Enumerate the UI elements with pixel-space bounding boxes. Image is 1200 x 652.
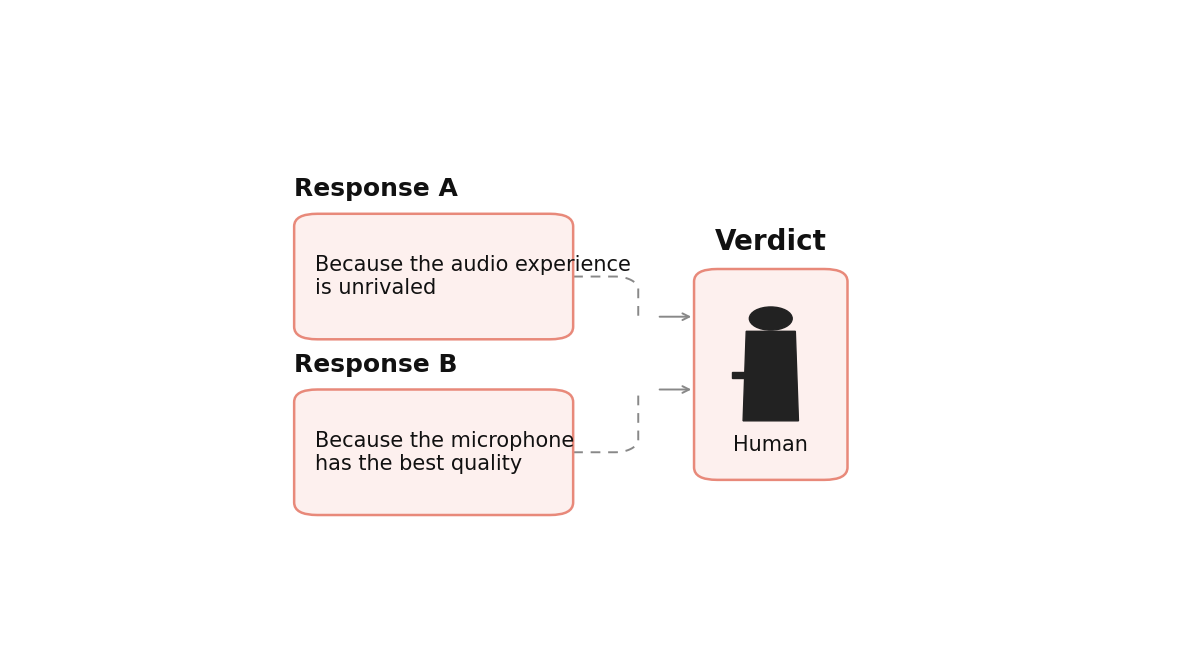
Polygon shape bbox=[732, 372, 746, 378]
Text: Because the audio experience
is unrivaled: Because the audio experience is unrivale… bbox=[314, 255, 630, 298]
Text: Because the microphone
has the best quality: Because the microphone has the best qual… bbox=[314, 431, 574, 474]
FancyBboxPatch shape bbox=[294, 214, 574, 339]
Circle shape bbox=[749, 307, 792, 330]
FancyBboxPatch shape bbox=[294, 389, 574, 515]
Polygon shape bbox=[743, 331, 798, 421]
Text: Verdict: Verdict bbox=[715, 228, 827, 256]
Text: Human: Human bbox=[733, 435, 809, 455]
Text: Response A: Response A bbox=[294, 177, 458, 201]
FancyBboxPatch shape bbox=[694, 269, 847, 480]
Text: Response B: Response B bbox=[294, 353, 457, 377]
